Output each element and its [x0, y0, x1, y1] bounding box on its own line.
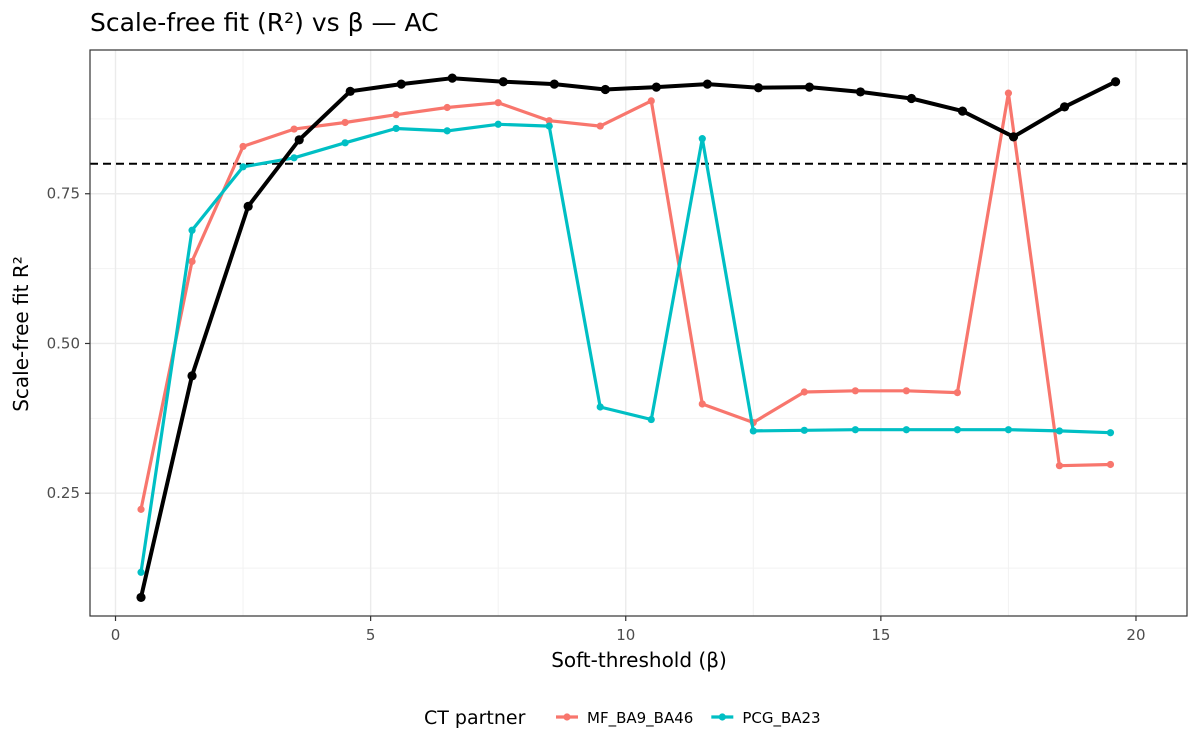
- data-point-mf-ba9-ba46: [239, 142, 247, 151]
- data-point-mf-ba9-ba46: [953, 388, 961, 397]
- data-point-mf-ba9-ba46: [596, 122, 604, 130]
- data-point-mf-ba9-ba46: [392, 111, 400, 119]
- data-point-mf-ba9-ba46: [1106, 460, 1115, 469]
- series-line-ac: [139, 76, 1118, 600]
- x-axis: 0 5 10 15 20: [111, 616, 1146, 644]
- data-point-pcg-ba23: [188, 226, 196, 234]
- data-point-mf-ba9-ba46: [137, 505, 145, 513]
- data-point-pcg-ba23: [392, 124, 400, 133]
- series-ac: [136, 73, 1121, 603]
- data-point-mf-ba9-ba46: [1004, 89, 1013, 97]
- data-point-ac: [1110, 77, 1121, 87]
- data-point-ac: [498, 77, 508, 87]
- data-point-ac: [804, 82, 815, 92]
- data-point-pcg-ba23: [1055, 427, 1064, 435]
- data-point-pcg-ba23: [1004, 426, 1013, 434]
- data-point-pcg-ba23: [851, 426, 859, 434]
- data-point-ac: [753, 83, 764, 93]
- x-tick-label: 15: [871, 626, 890, 644]
- data-point-mf-ba9-ba46: [545, 117, 553, 125]
- data-point-ac: [600, 84, 610, 95]
- grid-minor: [90, 50, 1187, 616]
- data-point-ac: [187, 371, 197, 381]
- legend-entries: MF_BA9_BA46 PCG_BA23: [556, 709, 821, 728]
- series-mf-ba9-ba46: [137, 89, 1115, 513]
- data-point-pcg-ba23: [1106, 429, 1115, 437]
- data-point-pcg-ba23: [647, 415, 655, 424]
- data-point-ac: [702, 79, 712, 89]
- x-tick-label: 0: [111, 626, 121, 644]
- data-point-mf-ba9-ba46: [443, 103, 451, 112]
- data-point-pcg-ba23: [443, 127, 451, 135]
- data-point-pcg-ba23: [545, 122, 553, 130]
- x-tick-label: 5: [366, 626, 376, 644]
- data-point-pcg-ba23: [749, 427, 757, 435]
- y-axis-title: Scale-free fit R²: [9, 256, 33, 412]
- data-point-pcg-ba23: [698, 135, 706, 143]
- plot-panel-border: [89, 49, 1188, 617]
- data-point-ac: [549, 79, 559, 89]
- data-point-mf-ba9-ba46: [698, 400, 706, 408]
- data-point-mf-ba9-ba46: [494, 99, 502, 107]
- series-line-pcg-ba23: [139, 122, 1113, 574]
- data-point-pcg-ba23: [800, 426, 808, 434]
- y-tick-label: 0.50: [47, 334, 80, 352]
- data-point-ac: [855, 87, 866, 97]
- data-point-ac: [447, 73, 457, 83]
- data-point-ac: [906, 93, 917, 104]
- data-point-mf-ba9-ba46: [341, 118, 349, 127]
- data-point-mf-ba9-ba46: [188, 257, 196, 266]
- data-point-mf-ba9-ba46: [902, 387, 910, 395]
- data-point-ac: [396, 79, 406, 89]
- legend-label: PCG_BA23: [742, 709, 820, 728]
- data-point-pcg-ba23: [494, 120, 502, 128]
- y-tick-label: 0.25: [47, 484, 80, 502]
- data-point-pcg-ba23: [137, 568, 145, 576]
- data-point-mf-ba9-ba46: [800, 388, 808, 396]
- series-line-mf-ba9-ba46: [139, 91, 1113, 511]
- y-axis: 0.25 0.50 0.75: [47, 185, 90, 502]
- legend-entry-pcg-ba23: PCG_BA23: [711, 709, 821, 728]
- legend-title: CT partner: [424, 707, 526, 729]
- data-point-pcg-ba23: [341, 139, 349, 147]
- data-point-ac: [136, 592, 146, 603]
- data-point-pcg-ba23: [596, 403, 604, 411]
- data-point-pcg-ba23: [290, 154, 298, 162]
- data-point-mf-ba9-ba46: [647, 97, 655, 105]
- x-tick-label: 20: [1126, 626, 1145, 644]
- series-pcg-ba23: [137, 120, 1115, 576]
- grid-major: [90, 50, 1187, 616]
- data-point-ac: [957, 106, 968, 116]
- plot-panel: [90, 50, 1187, 616]
- data-point-pcg-ba23: [902, 426, 910, 434]
- legend-key-point: [718, 713, 726, 721]
- y-tick-label: 0.75: [47, 185, 80, 203]
- data-point-mf-ba9-ba46: [290, 125, 298, 133]
- data-point-mf-ba9-ba46: [1055, 462, 1064, 470]
- data-point-ac: [294, 135, 304, 145]
- data-point-ac: [651, 82, 661, 92]
- series-layer: [136, 73, 1121, 603]
- data-point-mf-ba9-ba46: [851, 387, 859, 395]
- x-tick-label: 10: [616, 626, 635, 644]
- x-axis-title: Soft-threshold (β): [551, 648, 727, 672]
- data-point-ac: [345, 86, 355, 96]
- data-point-ac: [1059, 102, 1070, 112]
- chart-title: Scale-free fit (R²) vs β — AC: [90, 8, 439, 37]
- data-point-ac: [1008, 132, 1019, 142]
- legend: CT partner MF_BA9_BA46 PCG_BA23: [424, 707, 821, 729]
- data-point-pcg-ba23: [953, 426, 961, 434]
- data-point-ac: [243, 201, 253, 211]
- legend-entry-mf-ba9-ba46: MF_BA9_BA46: [556, 709, 693, 728]
- data-point-pcg-ba23: [239, 163, 247, 171]
- legend-label: MF_BA9_BA46: [587, 709, 693, 728]
- legend-key-point: [563, 713, 571, 721]
